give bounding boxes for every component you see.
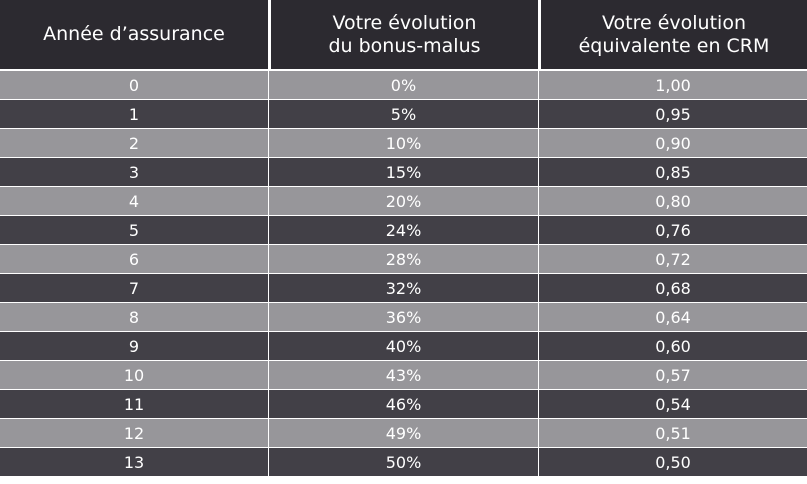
- crm-cell: 0,60: [538, 332, 807, 360]
- year-cell: 2: [128, 133, 140, 153]
- crm-cell: 0,51: [538, 419, 807, 447]
- year-cell: 3: [128, 162, 140, 182]
- year-cell: 1: [128, 104, 140, 124]
- year-cell: 10: [123, 365, 145, 385]
- bonus-malus-cell: 50%: [268, 448, 538, 476]
- crm-cell: 0,90: [538, 129, 807, 157]
- table-row: 12 49% 0,51: [0, 419, 807, 448]
- year-cell: 5: [128, 220, 140, 240]
- bonus-malus-cell: 20%: [268, 187, 538, 215]
- bonus-malus-cell: 28%: [268, 245, 538, 273]
- bonus-malus-cell: 32%: [268, 274, 538, 302]
- bonus-malus-cell: 24%: [268, 216, 538, 244]
- table-row: 4 20% 0,80: [0, 187, 807, 216]
- crm-cell: 0,85: [538, 158, 807, 186]
- year-cell: 8: [128, 307, 140, 327]
- crm-cell: 0,68: [538, 274, 807, 302]
- year-cell: 12: [123, 423, 145, 443]
- bonus-malus-cell: 5%: [268, 100, 538, 128]
- crm-cell: 0,54: [538, 390, 807, 418]
- year-cell: 9: [128, 336, 140, 356]
- header-crm: Votre évolution équivalente en CRM: [538, 0, 807, 69]
- table-row: 1 5% 0,95: [0, 100, 807, 129]
- table-row: 8 36% 0,64: [0, 303, 807, 332]
- year-cell: 7: [128, 278, 140, 298]
- table-row: 10 43% 0,57: [0, 361, 807, 390]
- bonus-malus-cell: 0%: [268, 71, 538, 99]
- bonus-malus-cell: 15%: [268, 158, 538, 186]
- table-row: 9 40% 0,60: [0, 332, 807, 361]
- table-body: 0 0% 1,00 1 5% 0,95 2 10% 0,90 3 15% 0,85 4 20% 0,80 5 2…: [0, 71, 807, 477]
- crm-cell: 0,95: [538, 100, 807, 128]
- crm-cell: 0,76: [538, 216, 807, 244]
- crm-cell: 0,72: [538, 245, 807, 273]
- bonus-malus-cell: 43%: [268, 361, 538, 389]
- table-row: 5 24% 0,76: [0, 216, 807, 245]
- table-row: 11 46% 0,54: [0, 390, 807, 419]
- year-cell: 6: [128, 249, 140, 269]
- bonus-malus-cell: 36%: [268, 303, 538, 331]
- year-cell: 4: [128, 191, 140, 211]
- crm-cell: 0,80: [538, 187, 807, 215]
- header-bonus-malus: Votre évolution du bonus-malus: [268, 0, 538, 69]
- bonus-malus-cell: 49%: [268, 419, 538, 447]
- bonus-malus-cell: 46%: [268, 390, 538, 418]
- crm-cell: 1,00: [538, 71, 807, 99]
- crm-cell: 0,50: [538, 448, 807, 476]
- bonus-malus-cell: 10%: [268, 129, 538, 157]
- header-year: Année d’assurance: [43, 23, 225, 45]
- table-row: 6 28% 0,72: [0, 245, 807, 274]
- table-row: 0 0% 1,00: [0, 71, 807, 100]
- table-row: 3 15% 0,85: [0, 158, 807, 187]
- crm-cell: 0,64: [538, 303, 807, 331]
- table-header: Année d’assurance Votre évolution du bon…: [0, 0, 807, 71]
- table-row: 2 10% 0,90: [0, 129, 807, 158]
- year-cell: 13: [123, 452, 145, 472]
- bonus-malus-cell: 40%: [268, 332, 538, 360]
- table-row: 7 32% 0,68: [0, 274, 807, 303]
- year-cell: 11: [123, 394, 145, 414]
- table-row: 13 50% 0,50: [0, 448, 807, 477]
- crm-cell: 0,57: [538, 361, 807, 389]
- year-cell: 0: [128, 75, 140, 95]
